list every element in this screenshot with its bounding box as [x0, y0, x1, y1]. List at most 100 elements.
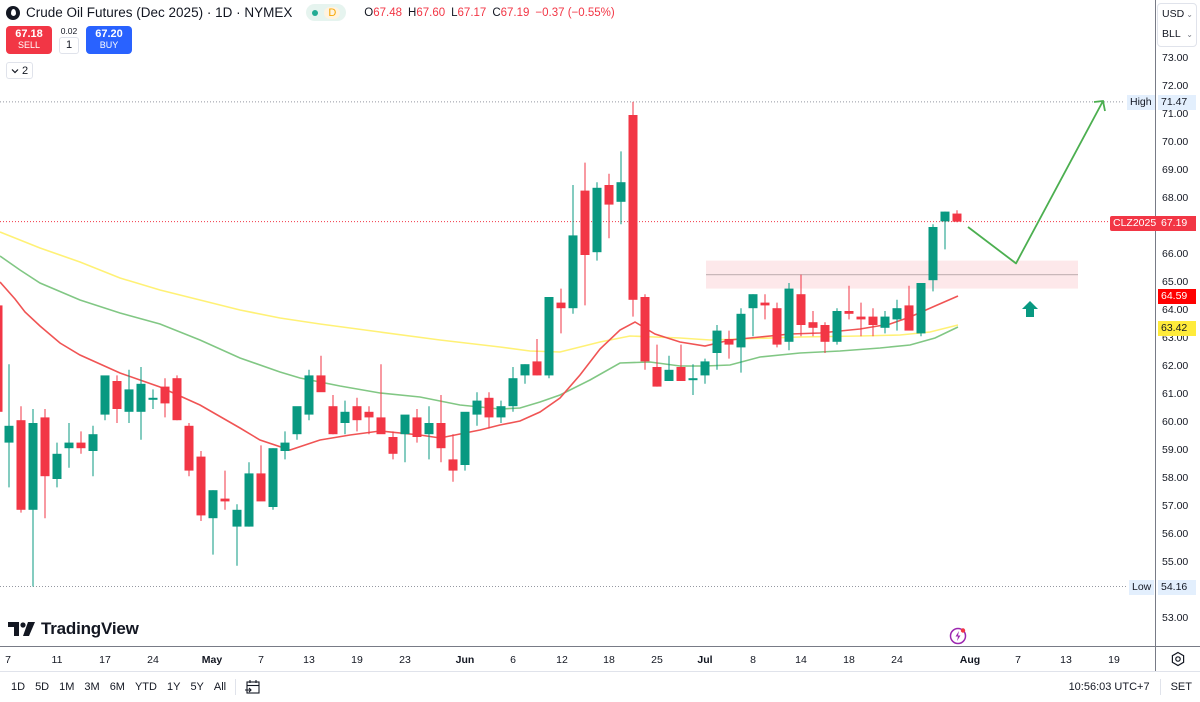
- candle[interactable]: [940, 211, 950, 250]
- candle[interactable]: [424, 406, 434, 460]
- candle[interactable]: [0, 255, 3, 437]
- candle[interactable]: [736, 308, 746, 373]
- candle[interactable]: [292, 406, 302, 440]
- candle[interactable]: [820, 322, 830, 353]
- candle[interactable]: [904, 285, 914, 331]
- candle[interactable]: [784, 283, 794, 351]
- lightning-alert-icon[interactable]: [949, 627, 967, 645]
- quantity-input[interactable]: 1: [59, 37, 79, 54]
- candle[interactable]: [844, 285, 854, 320]
- candle[interactable]: [688, 364, 698, 395]
- candle[interactable]: [712, 325, 722, 370]
- candle[interactable]: [28, 409, 38, 587]
- candle[interactable]: [664, 355, 674, 381]
- candle[interactable]: [88, 425, 98, 477]
- indicators-toggle-button[interactable]: 2: [6, 62, 34, 79]
- candle[interactable]: [316, 355, 326, 393]
- unit-dropdown[interactable]: BLL ⌄: [1158, 24, 1196, 44]
- candle[interactable]: [436, 395, 446, 463]
- candle[interactable]: [928, 224, 938, 292]
- candle[interactable]: [472, 392, 482, 426]
- currency-dropdown[interactable]: USD ⌄: [1158, 4, 1196, 24]
- candle[interactable]: [484, 392, 494, 429]
- candle[interactable]: [724, 330, 734, 359]
- candle[interactable]: [544, 297, 554, 379]
- range-button-6m[interactable]: 6M: [109, 681, 125, 693]
- candle[interactable]: [148, 389, 158, 409]
- range-button-all[interactable]: All: [213, 681, 227, 693]
- candle[interactable]: [604, 173, 614, 239]
- candle[interactable]: [4, 364, 14, 488]
- settings-gear-icon[interactable]: [1170, 651, 1186, 667]
- candle[interactable]: [568, 185, 578, 314]
- candle[interactable]: [16, 406, 26, 513]
- range-button-ytd[interactable]: YTD: [134, 681, 157, 693]
- candle[interactable]: [304, 369, 314, 421]
- sell-button[interactable]: 67.18 SELL: [6, 26, 52, 54]
- candle[interactable]: [328, 395, 338, 435]
- clock-timezone[interactable]: 10:56:03 UTC+7: [1068, 681, 1150, 693]
- candle[interactable]: [400, 414, 410, 463]
- candle[interactable]: [916, 283, 926, 337]
- candle[interactable]: [628, 101, 638, 317]
- candle[interactable]: [52, 442, 62, 488]
- candle[interactable]: [196, 451, 206, 521]
- candle[interactable]: [136, 367, 146, 440]
- candle[interactable]: [760, 294, 770, 320]
- candle[interactable]: [412, 409, 422, 443]
- candle[interactable]: [556, 288, 566, 334]
- candle[interactable]: [616, 151, 626, 225]
- candle[interactable]: [676, 344, 686, 381]
- candle[interactable]: [340, 400, 350, 435]
- candle[interactable]: [700, 358, 710, 384]
- candle[interactable]: [772, 302, 782, 348]
- candle[interactable]: [244, 462, 254, 527]
- candle[interactable]: [748, 294, 758, 337]
- candle[interactable]: [796, 274, 806, 337]
- candle[interactable]: [220, 470, 230, 510]
- candle[interactable]: [208, 490, 218, 555]
- candle[interactable]: [808, 311, 818, 337]
- candle[interactable]: [172, 375, 182, 421]
- candle[interactable]: [952, 210, 962, 223]
- candle[interactable]: [508, 367, 518, 412]
- candle[interactable]: [388, 431, 398, 460]
- candle[interactable]: [868, 308, 878, 337]
- candle[interactable]: [184, 423, 194, 477]
- candle[interactable]: [364, 406, 374, 435]
- candle[interactable]: [124, 369, 134, 423]
- candle[interactable]: [160, 378, 170, 418]
- candle[interactable]: [856, 302, 866, 337]
- range-button-5d[interactable]: 5D: [35, 681, 50, 693]
- candle[interactable]: [532, 339, 542, 376]
- candle[interactable]: [40, 409, 50, 519]
- candle[interactable]: [448, 434, 458, 482]
- tradingview-logo[interactable]: TradingView: [8, 619, 139, 639]
- symbol-title[interactable]: Crude Oil Futures (Dec 2025) · 1D · NYME…: [26, 5, 293, 20]
- candle[interactable]: [832, 308, 842, 345]
- candle[interactable]: [376, 364, 386, 435]
- candle[interactable]: [580, 162, 590, 306]
- candle[interactable]: [460, 411, 470, 471]
- candle[interactable]: [352, 397, 362, 432]
- candle[interactable]: [280, 431, 290, 460]
- candle[interactable]: [592, 182, 602, 261]
- candle[interactable]: [496, 400, 506, 423]
- candle[interactable]: [112, 375, 122, 423]
- market-status-badge[interactable]: D: [306, 4, 347, 21]
- candle[interactable]: [268, 448, 278, 510]
- range-button-1m[interactable]: 1M: [59, 681, 75, 693]
- candle[interactable]: [880, 311, 890, 334]
- session-button[interactable]: SET: [1159, 679, 1200, 695]
- buy-button[interactable]: 67.20 BUY: [86, 26, 132, 54]
- go-to-date-calendar-icon[interactable]: [244, 678, 262, 696]
- candle[interactable]: [640, 294, 650, 370]
- candle[interactable]: [652, 344, 662, 387]
- range-button-1y[interactable]: 1Y: [166, 681, 181, 693]
- range-button-3m[interactable]: 3M: [84, 681, 100, 693]
- candle[interactable]: [520, 364, 530, 384]
- candle[interactable]: [100, 375, 110, 421]
- range-button-5y[interactable]: 5Y: [190, 681, 204, 693]
- candle[interactable]: [232, 504, 242, 566]
